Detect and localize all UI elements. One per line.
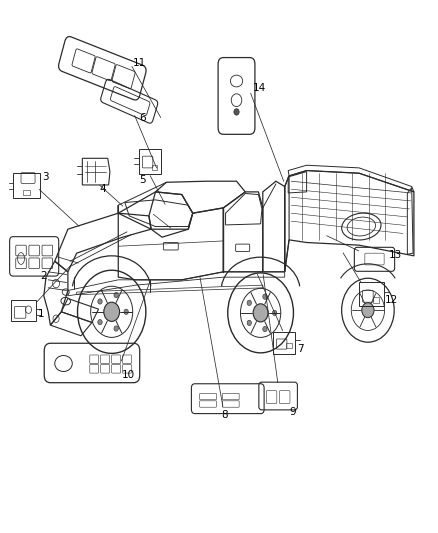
Bar	[152, 165, 157, 170]
Text: 5: 5	[139, 175, 145, 184]
Bar	[286, 343, 292, 348]
Text: 8: 8	[221, 410, 228, 419]
Circle shape	[247, 320, 251, 326]
Text: 7: 7	[297, 344, 304, 354]
Circle shape	[98, 319, 102, 325]
Text: 1: 1	[38, 310, 45, 319]
Circle shape	[247, 300, 251, 305]
Text: 10: 10	[122, 370, 135, 380]
Circle shape	[98, 299, 102, 304]
Circle shape	[104, 302, 120, 321]
Text: 14: 14	[253, 83, 266, 93]
Circle shape	[114, 326, 118, 331]
Circle shape	[253, 304, 268, 322]
Text: 6: 6	[139, 114, 145, 123]
Circle shape	[234, 109, 239, 115]
Text: 12: 12	[385, 295, 398, 305]
Circle shape	[263, 326, 267, 332]
Circle shape	[114, 293, 118, 298]
Text: 9: 9	[289, 407, 296, 417]
Bar	[23, 190, 30, 195]
Circle shape	[272, 310, 277, 316]
Text: 3: 3	[42, 172, 49, 182]
Text: 11: 11	[133, 58, 146, 68]
Bar	[373, 297, 379, 303]
Circle shape	[124, 309, 128, 314]
Text: 2: 2	[41, 271, 47, 281]
Text: 13: 13	[389, 250, 402, 260]
Circle shape	[362, 303, 374, 318]
Circle shape	[263, 294, 267, 300]
Text: 4: 4	[99, 184, 106, 193]
